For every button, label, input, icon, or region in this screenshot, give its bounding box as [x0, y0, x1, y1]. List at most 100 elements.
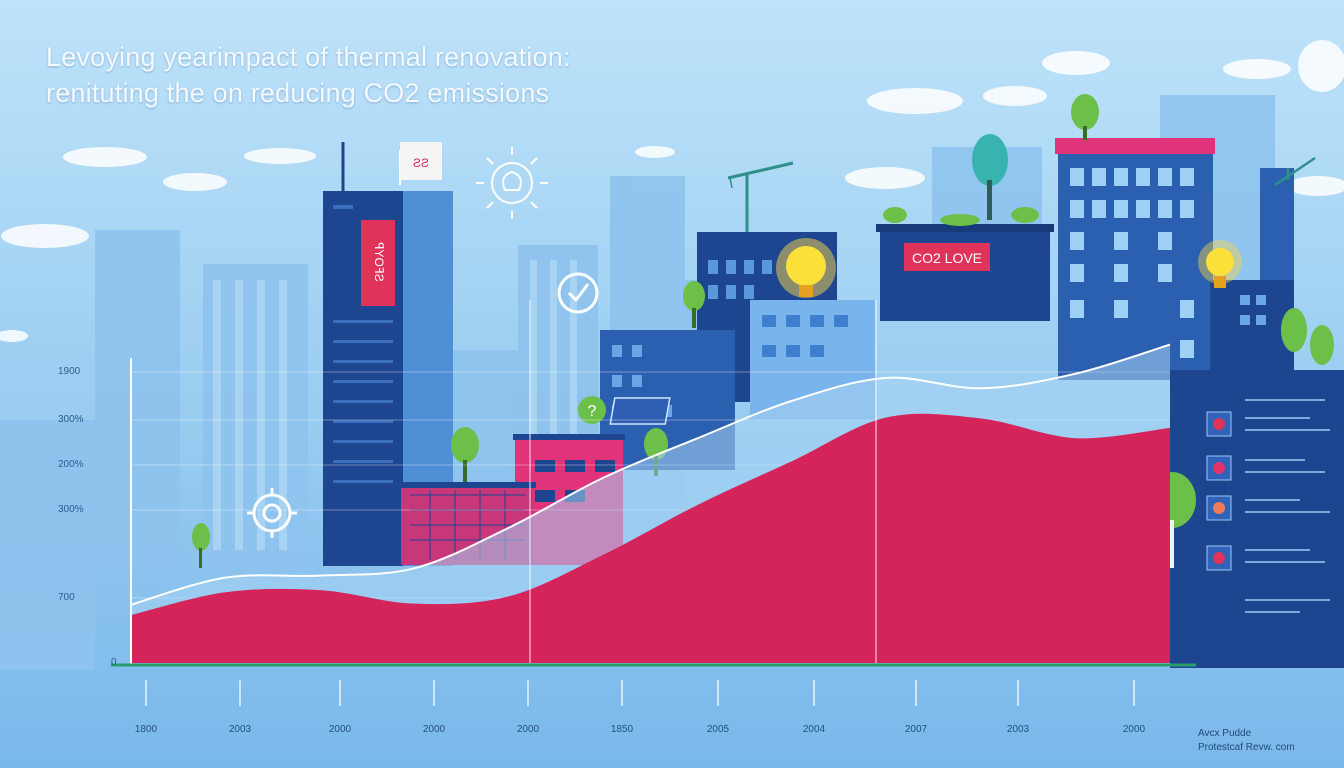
window-strip [333, 400, 393, 403]
tree-canopy [1281, 308, 1307, 352]
checkmark-icon [557, 272, 599, 314]
crane-jib [727, 161, 794, 180]
y-tick-label: 300% [58, 414, 84, 425]
roof-garden [883, 207, 1039, 226]
window [1070, 300, 1084, 318]
lightbulb-icon [776, 238, 836, 298]
bulb-glass [1206, 248, 1234, 276]
x-tick-label: 1800 [134, 724, 158, 735]
far-building [0, 420, 95, 670]
tree-trunk [1083, 126, 1087, 140]
question-circle [578, 396, 606, 424]
grid-lines [410, 490, 525, 560]
crane-jib [1274, 156, 1316, 187]
window-strip [333, 380, 393, 383]
window [1136, 200, 1150, 218]
tree-canopy [192, 523, 210, 551]
pink-building-roof [513, 434, 625, 440]
window [762, 260, 772, 274]
tree-canopy [1310, 325, 1334, 365]
gear-hub [262, 503, 282, 523]
ray [486, 201, 494, 209]
bulb-glass [786, 246, 826, 286]
side-block-windows [1240, 295, 1266, 325]
ray [530, 157, 538, 165]
cloud [63, 147, 147, 167]
cloud [163, 173, 227, 191]
window [1256, 295, 1266, 305]
question-glyph: ? [588, 403, 597, 420]
y-tick-label: 200% [58, 459, 84, 470]
bulb-shape [502, 170, 522, 191]
window [786, 345, 800, 357]
emissions-area [131, 413, 1170, 663]
window-strip [333, 440, 393, 443]
bulb-base [799, 285, 813, 297]
chart-title-line-1: Levoying yearimpact of thermal renovatio… [46, 42, 571, 72]
chart-vertical-dividers [529, 300, 877, 663]
tree-trunk [987, 180, 992, 220]
lightbulb-icon [1198, 240, 1242, 288]
window-strip [333, 340, 393, 343]
co2-building-body [880, 226, 1050, 321]
info-dot [1213, 418, 1225, 430]
x-tick-label: 2000 [1122, 724, 1146, 735]
info-text-lines [1245, 399, 1330, 613]
band-line [130, 343, 1171, 606]
window-strip [570, 260, 577, 550]
cloud [1, 224, 89, 248]
tree-icon [683, 281, 705, 328]
co2-building: CO2 LOVE [876, 224, 1054, 321]
bulb-circle [491, 162, 533, 204]
cloud [1223, 59, 1291, 79]
info-dot [1213, 462, 1225, 474]
check-mark [567, 283, 590, 303]
window [1180, 300, 1194, 318]
shrub [883, 207, 907, 223]
window [1180, 200, 1194, 218]
tree-canopy [683, 281, 705, 311]
x-tick-label: 2003 [228, 724, 252, 735]
window [595, 460, 615, 472]
right-tower-roof [1055, 138, 1215, 154]
tree-icon [1281, 308, 1334, 365]
window [762, 315, 776, 327]
window [1158, 200, 1172, 218]
window [1092, 200, 1106, 218]
y-tick-label: 700 [58, 592, 75, 603]
x-tick-label: 2007 [904, 724, 928, 735]
window [1136, 168, 1150, 186]
info-building [1170, 370, 1344, 668]
x-tick-label: 2004 [802, 724, 826, 735]
tower-sign-text: ꟼYOꟻƧ [372, 242, 386, 281]
cloud [1288, 176, 1344, 196]
window [1180, 168, 1194, 186]
cloud [244, 148, 316, 164]
right-tower [1055, 138, 1294, 380]
window [612, 345, 622, 357]
x-tick-label: 1850 [610, 724, 634, 735]
tree-trunk [692, 308, 696, 328]
window [726, 260, 736, 274]
crane-icon [727, 161, 794, 232]
window-strip [333, 420, 393, 423]
x-tick-label: 2005 [706, 724, 730, 735]
grid-building-roof [399, 482, 536, 488]
info-dot [1213, 502, 1225, 514]
window [726, 285, 736, 299]
info-dot [1213, 552, 1225, 564]
window [535, 460, 555, 472]
cloud [1042, 51, 1110, 75]
window-strip [550, 260, 557, 550]
clouds [0, 40, 1344, 342]
window [708, 285, 718, 299]
window [1158, 264, 1172, 282]
window [762, 345, 776, 357]
cloud [635, 146, 675, 158]
y-tick-label: 300% [58, 504, 84, 515]
co2-building-roof [876, 224, 1054, 232]
window [632, 375, 642, 387]
window [708, 260, 718, 274]
window [744, 285, 754, 299]
